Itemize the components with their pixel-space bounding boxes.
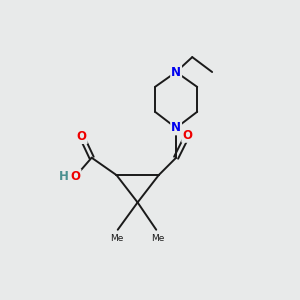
Text: O: O: [70, 170, 80, 183]
Text: Me: Me: [151, 234, 164, 243]
Text: N: N: [171, 65, 181, 79]
Text: H: H: [59, 170, 69, 183]
Text: O: O: [77, 130, 87, 143]
Text: O: O: [182, 129, 192, 142]
Text: Me: Me: [110, 234, 123, 243]
Text: N: N: [171, 122, 181, 134]
